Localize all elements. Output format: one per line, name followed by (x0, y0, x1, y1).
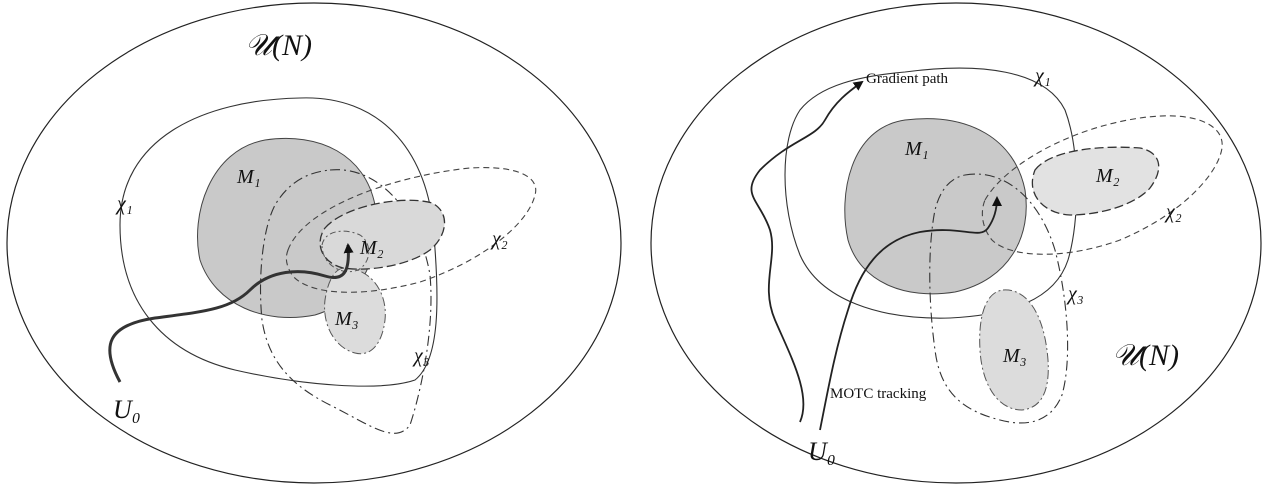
right-chi3-contour (929, 173, 1069, 424)
right-panel: Gradient path MOTC tracking 𝒰(N) χ₁ χ₂ χ… (650, 2, 1262, 484)
right-m3-region (979, 289, 1049, 411)
left-m1-region (197, 137, 377, 319)
right-m1-region (844, 118, 1027, 295)
left-m3-label: M₃ (334, 308, 359, 330)
right-chi2-contour (981, 115, 1223, 255)
left-tracking-path (108, 243, 354, 383)
right-chi3-label: χ₃ (1066, 283, 1084, 305)
right-chi1-contour (784, 67, 1078, 319)
left-chi2-contour (285, 167, 537, 293)
left-panel: 𝒰(N) χ₁ χ₂ χ₃ M₁ M₂ M₃ U₀ (6, 2, 622, 484)
left-m2-label: M₂ (359, 237, 384, 259)
left-m3-region (324, 267, 386, 355)
left-chi2-label: χ₂ (490, 228, 508, 250)
right-chi2-label: χ₂ (1164, 201, 1182, 223)
left-chi1-label: χ₁ (115, 193, 133, 215)
right-gradient-path (750, 80, 864, 423)
left-m1-label: M₁ (236, 166, 261, 188)
right-space-label: 𝒰(N) (1112, 339, 1179, 372)
left-space-ellipse (6, 2, 622, 484)
right-m3-label: M₃ (1002, 345, 1027, 367)
right-m2-region (1031, 146, 1160, 216)
left-space-label: 𝒰(N) (245, 29, 312, 62)
left-chi1-contour (119, 97, 438, 387)
left-start-label: U₀ (113, 395, 141, 424)
right-motc-label: MOTC tracking (830, 386, 927, 402)
right-m2-label: M₂ (1095, 165, 1120, 187)
right-motc-path (819, 196, 1002, 431)
right-chi1-label: χ₁ (1033, 65, 1051, 87)
right-m1-label: M₁ (904, 138, 929, 160)
right-gradient-path-label: Gradient path (866, 71, 949, 87)
right-start-label: U₀ (808, 437, 836, 466)
left-inner-loop (321, 230, 370, 272)
right-space-ellipse (650, 2, 1262, 484)
left-chi3-label: χ₃ (412, 345, 430, 367)
